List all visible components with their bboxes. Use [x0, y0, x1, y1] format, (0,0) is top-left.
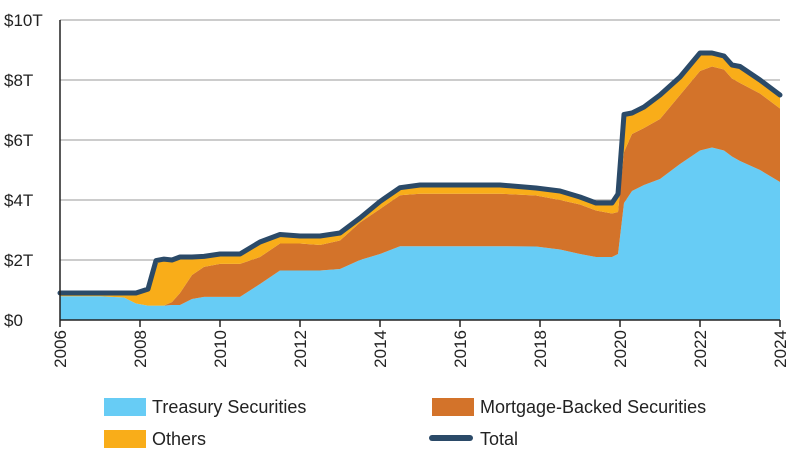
x-tick-label-4: 2014 [371, 330, 390, 368]
x-axis-labels: 2006 2008 2010 2012 2014 2016 2018 2020 2022 2024 [51, 330, 790, 368]
y-tick-label-3: $6T [4, 131, 33, 150]
x-tick-label-3: 2012 [291, 330, 310, 368]
y-tick-label-4: $8T [4, 71, 33, 90]
legend-swatch-others [104, 430, 146, 448]
y-tick-label-2: $4T [4, 191, 33, 210]
legend-label-others: Others [152, 429, 206, 449]
stacked-areas [60, 53, 780, 320]
x-tick-label-8: 2022 [691, 330, 710, 368]
y-tick-label-5: $10T [4, 11, 43, 30]
line-total [57, 50, 783, 296]
legend: Treasury Securities Mortgage-Backed Secur… [104, 397, 706, 449]
x-tick-label-6: 2018 [531, 330, 550, 368]
legend-label-total: Total [480, 429, 518, 449]
x-tick-label-9: 2024 [771, 330, 790, 368]
legend-label-mortgage-backed-securities: Mortgage-Backed Securities [480, 397, 706, 417]
area-mortgage-backed-securities [60, 66, 780, 306]
x-tick-label-1: 2008 [131, 330, 150, 368]
x-tick-label-5: 2016 [451, 330, 470, 368]
area-treasury-securities [60, 147, 780, 320]
y-tick-label-1: $2T [4, 251, 33, 270]
legend-label-treasury-securities: Treasury Securities [152, 397, 306, 417]
axes [59, 20, 781, 327]
y-tick-label-0: $0 [4, 311, 23, 330]
legend-swatch-treasury-securities [104, 398, 146, 416]
x-tick-label-2: 2010 [211, 330, 230, 368]
total-line-group [57, 50, 783, 296]
y-axis-labels: $0 $2T $4T $6T $8T $10T [4, 11, 43, 330]
x-tick-label-0: 2006 [51, 330, 70, 368]
x-tick-label-7: 2020 [611, 330, 630, 368]
legend-swatch-mortgage-backed-securities [432, 398, 474, 416]
